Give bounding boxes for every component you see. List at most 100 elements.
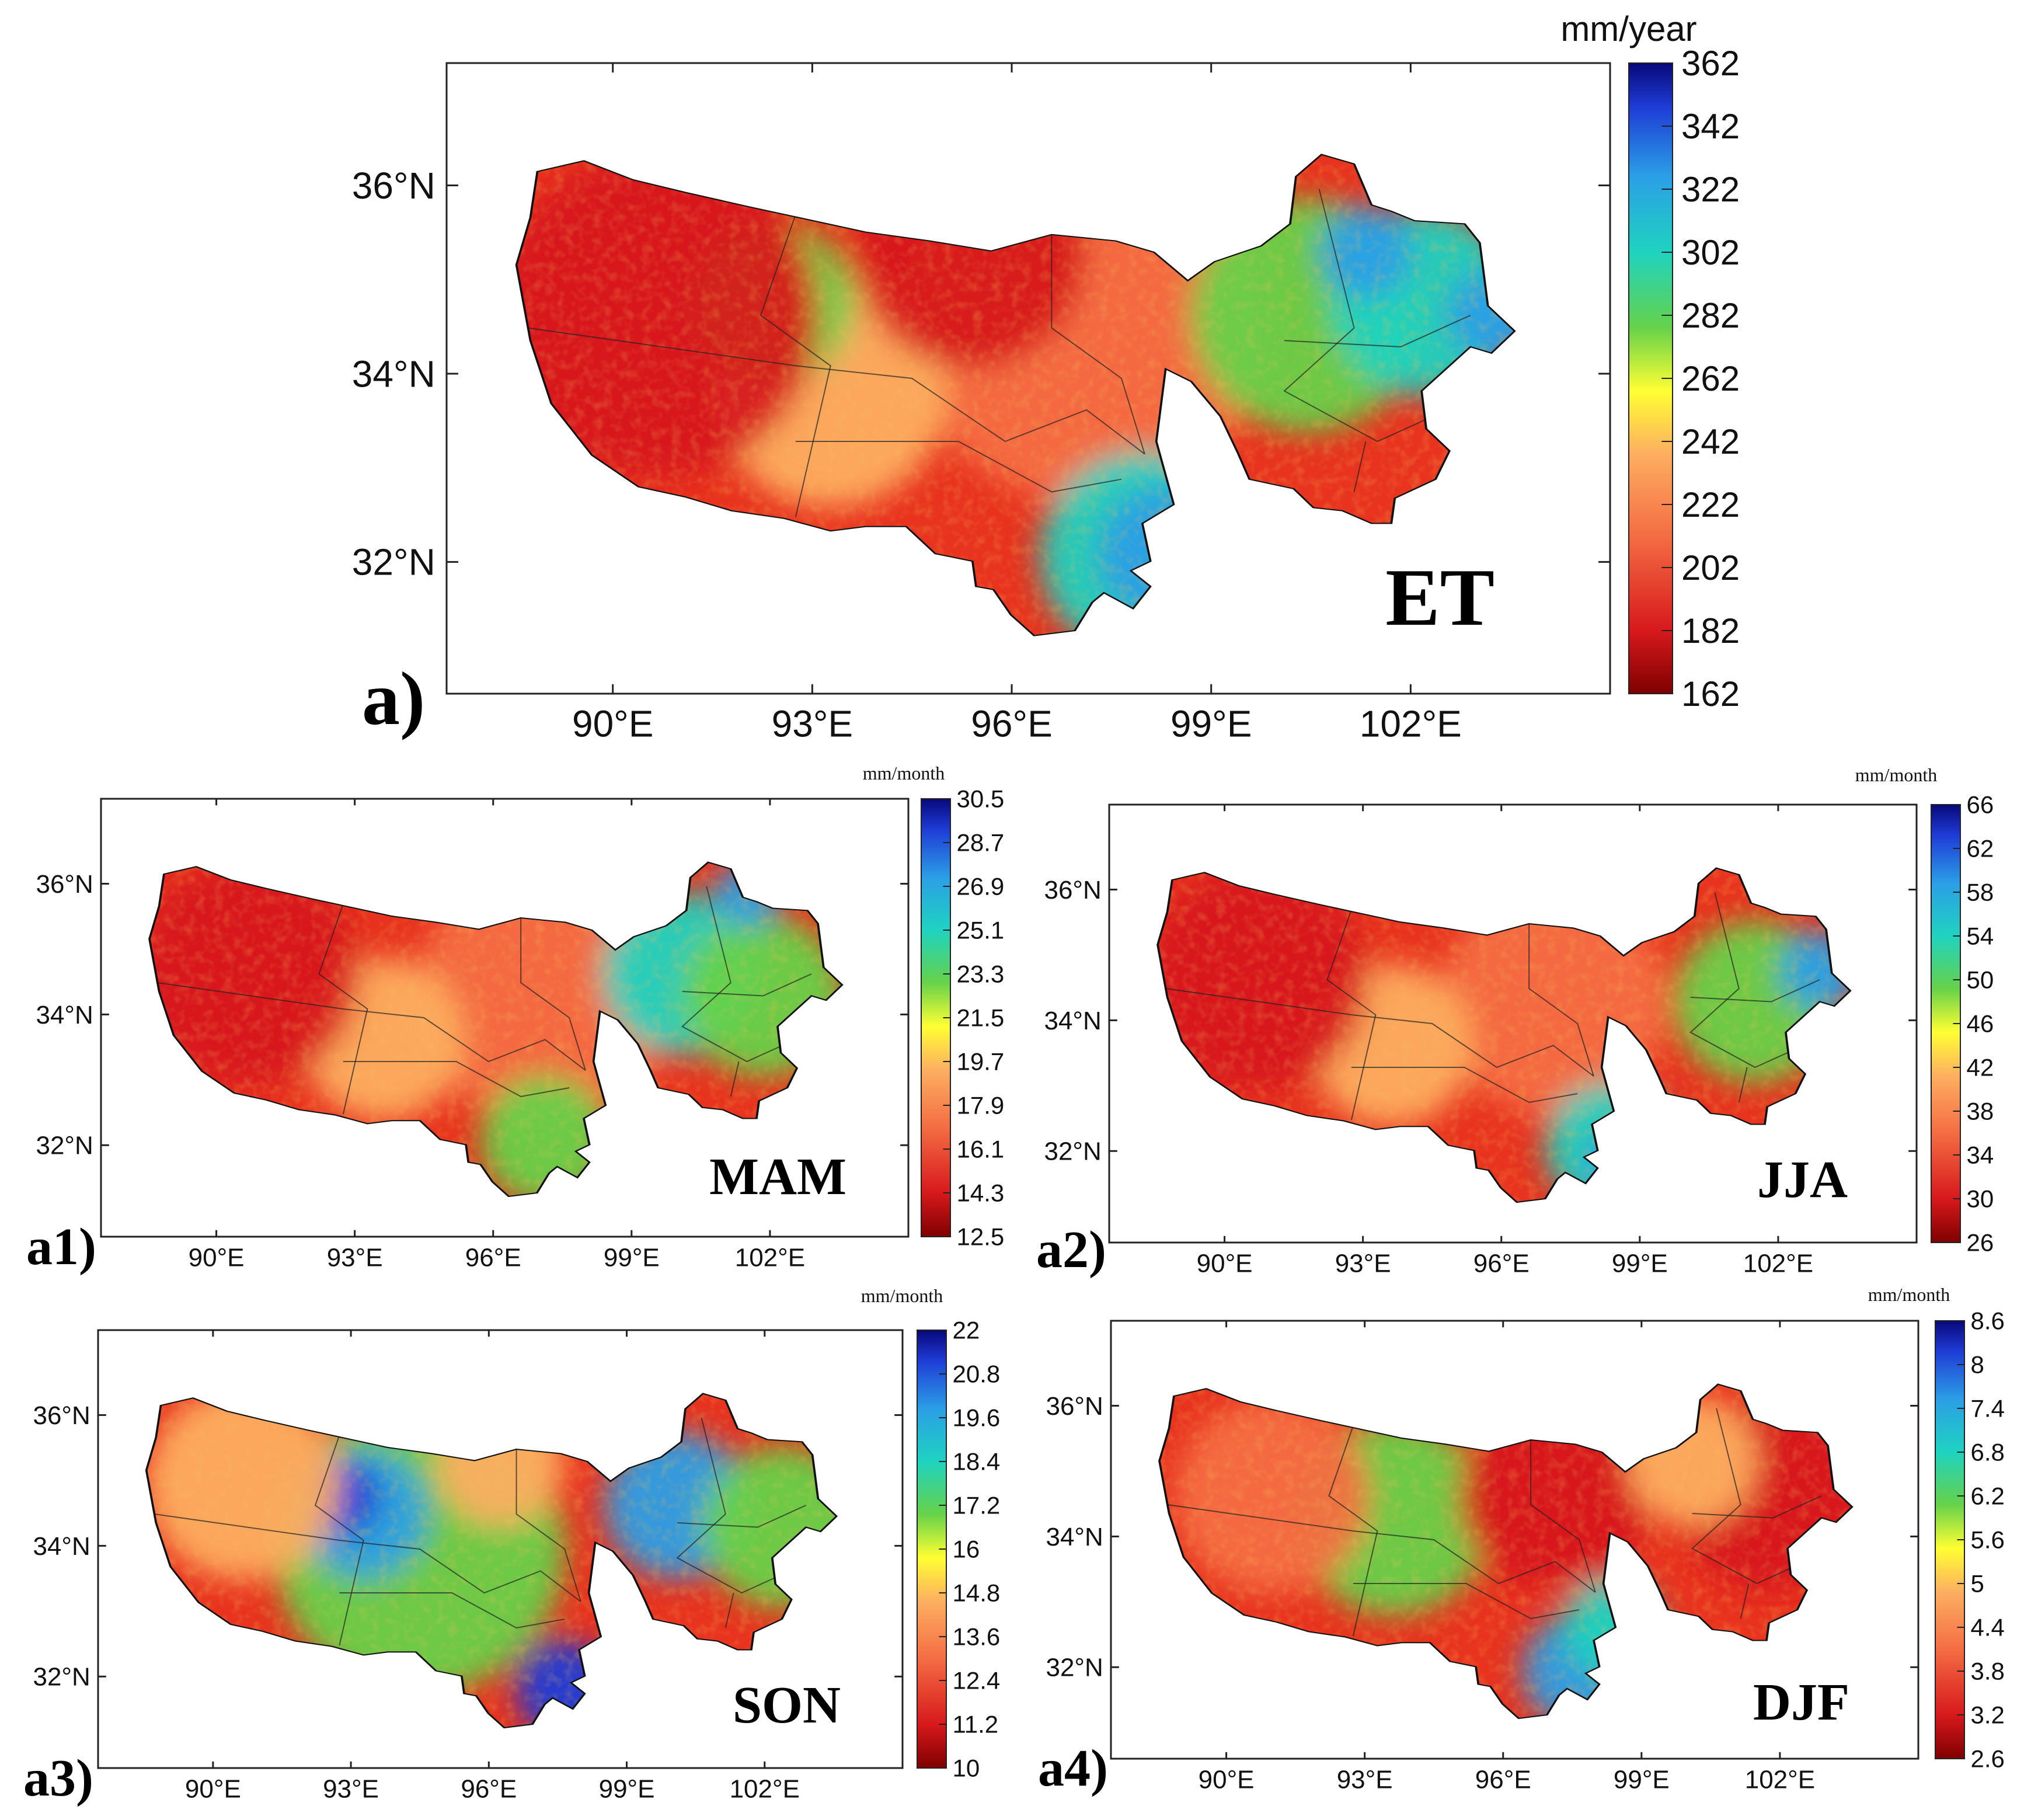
colorbar-tick-label: 30 (1967, 1185, 1994, 1213)
colorbar-unit: mm/month (863, 763, 945, 784)
x-tick-label: 96°E (1475, 1766, 1531, 1794)
y-tick-label: 34°N (36, 1001, 93, 1029)
colorbar-tick-label: 242 (1681, 422, 1740, 461)
colorbar-tick-label: 182 (1681, 611, 1740, 650)
colorbar-tick-label: 18.4 (953, 1448, 1001, 1476)
x-tick-label: 99°E (1614, 1766, 1670, 1794)
colorbar-tick-label: 5 (1971, 1570, 1984, 1598)
colorbar-unit: mm/month (1855, 764, 1937, 785)
y-tick-label: 34°N (1044, 1007, 1101, 1035)
colorbar-tick-label: 202 (1681, 548, 1740, 587)
colorbar-tick-label: 162 (1681, 674, 1740, 714)
colorbar-tick-label: 19.6 (953, 1404, 1001, 1432)
colorbar-tick-label: 3.2 (1971, 1701, 2005, 1729)
x-tick-label: 90°E (1197, 1250, 1253, 1278)
x-tick-label: 90°E (189, 1244, 245, 1272)
variable-label: ET (1385, 552, 1494, 643)
colorbar-tick-label: 17.2 (953, 1492, 1001, 1519)
colorbar-tick-label: 14.8 (953, 1579, 1001, 1607)
colorbar-tick-label: 8 (1971, 1351, 1984, 1379)
x-tick-label: 99°E (604, 1244, 660, 1272)
colorbar-tick-label: 14.3 (957, 1179, 1005, 1207)
x-tick-label: 102°E (1745, 1766, 1815, 1794)
axes-frame (1110, 1320, 1919, 1760)
colorbar-tick-label: 17.9 (957, 1092, 1005, 1119)
x-tick-label: 90°E (185, 1775, 241, 1804)
colorbar-tick-label: 16 (953, 1536, 980, 1563)
panel-a3: 90°E 93°E 96°E 99°E 102°E 36°N 34°N 32°N 22 20.8 1… (23, 1285, 1000, 1807)
colorbar-tick-label: 25.1 (957, 917, 1005, 944)
colorbar-unit: mm/month (861, 1285, 943, 1306)
colorbar-tick-label: 34 (1967, 1142, 1994, 1169)
colorbar-tick-label: 8.6 (1971, 1307, 2005, 1335)
colorbar-tick-label: 12.5 (957, 1223, 1005, 1251)
axes-frame (1108, 803, 1918, 1244)
colorbar-tick-label: 262 (1681, 359, 1740, 398)
y-tick-label: 32°N (36, 1132, 93, 1160)
variable-label: MAM (709, 1148, 846, 1206)
colorbar-tick-label: 30.5 (957, 785, 1005, 813)
x-tick-label: 96°E (971, 703, 1052, 745)
y-tick-label: 36°N (1044, 876, 1101, 904)
x-tick-label: 102°E (730, 1775, 800, 1804)
y-tick-label: 36°N (33, 1401, 90, 1430)
y-tick-label: 32°N (1044, 1137, 1101, 1166)
colorbar-tick-label: 222 (1681, 485, 1740, 524)
y-tick-label: 34°N (33, 1532, 90, 1561)
x-tick-label: 102°E (1743, 1250, 1813, 1278)
colorbar-tick-label: 302 (1681, 233, 1740, 272)
y-tick-label: 32°N (1046, 1654, 1103, 1682)
variable-label: DJF (1753, 1673, 1849, 1731)
y-tick-label: 32°N (33, 1663, 90, 1692)
axes-frame (445, 62, 1611, 695)
colorbar-tick-label: 21.5 (957, 1004, 1005, 1032)
x-tick-label: 93°E (1335, 1250, 1391, 1278)
colorbar-tick-label: 23.3 (957, 961, 1005, 988)
colorbar-tick-label: 12.4 (953, 1667, 1001, 1694)
axes-frame (97, 1329, 904, 1769)
colorbar-tick-label: 5.6 (1971, 1526, 2005, 1554)
x-tick-label: 99°E (599, 1775, 655, 1804)
colorbar-tick-label: 6.8 (1971, 1439, 2005, 1466)
colorbar-tick-label: 3.8 (1971, 1658, 2005, 1685)
panel-label: a1) (26, 1218, 96, 1276)
panel-label: a3) (23, 1749, 93, 1807)
panel-a: 90°E 93°E 96°E 99°E 102°E 36°N 34°N 32°N 362 342 3… (352, 9, 1740, 745)
colorbar-tick-label: 28.7 (957, 829, 1005, 857)
x-tick-label: 99°E (1612, 1250, 1668, 1278)
x-tick-label: 93°E (772, 703, 853, 745)
panel-a1: 90°E 93°E 96°E 99°E 102°E 36°N 34°N 32°N 30.5 28.… (26, 763, 1004, 1276)
colorbar-tick-label: 19.7 (957, 1048, 1005, 1076)
panel-label: a4) (1038, 1739, 1108, 1797)
colorbar-tick-label: 26 (1967, 1229, 1994, 1257)
panel-a4: 90°E 93°E 96°E 99°E 102°E 36°N 34°N 32°N 8.6 8 7.4… (1038, 1284, 2005, 1797)
variable-label: JJA (1757, 1151, 1848, 1209)
x-tick-label: 96°E (1473, 1250, 1530, 1278)
colorbar-tick-label: 6.2 (1971, 1483, 2005, 1510)
colorbar-tick-label: 322 (1681, 170, 1740, 209)
colorbar-tick-label: 10 (953, 1755, 980, 1782)
y-tick-label: 36°N (352, 165, 436, 207)
colorbar-tick-label: 54 (1967, 923, 1994, 950)
x-tick-label: 90°E (1199, 1766, 1255, 1794)
colorbar-tick-label: 282 (1681, 296, 1740, 335)
axes-frame (100, 798, 910, 1238)
colorbar-tick-label: 66 (1967, 791, 1994, 819)
x-tick-label: 90°E (572, 703, 653, 745)
colorbar-tick-label: 7.4 (1971, 1395, 2005, 1422)
colorbar-tick-label: 62 (1967, 835, 1994, 862)
x-tick-label: 96°E (465, 1244, 521, 1272)
colorbar-tick-label: 38 (1967, 1098, 1994, 1125)
x-tick-label: 102°E (735, 1244, 805, 1272)
variable-label: SON (733, 1676, 841, 1734)
x-tick-label: 99°E (1170, 703, 1252, 745)
panel-a2: 90°E 93°E 96°E 99°E 102°E 36°N 34°N 32°N 66 62 58 5… (1036, 764, 1994, 1279)
colorbar-tick-label: 26.9 (957, 873, 1005, 900)
colorbar-tick-label: 46 (1967, 1010, 1994, 1038)
colorbar-tick-label: 4.4 (1971, 1614, 2005, 1641)
x-tick-label: 93°E (1337, 1766, 1393, 1794)
colorbar-unit: mm/year (1560, 9, 1696, 48)
colorbar-tick-label: 42 (1967, 1054, 1994, 1081)
x-tick-label: 96°E (461, 1775, 517, 1804)
